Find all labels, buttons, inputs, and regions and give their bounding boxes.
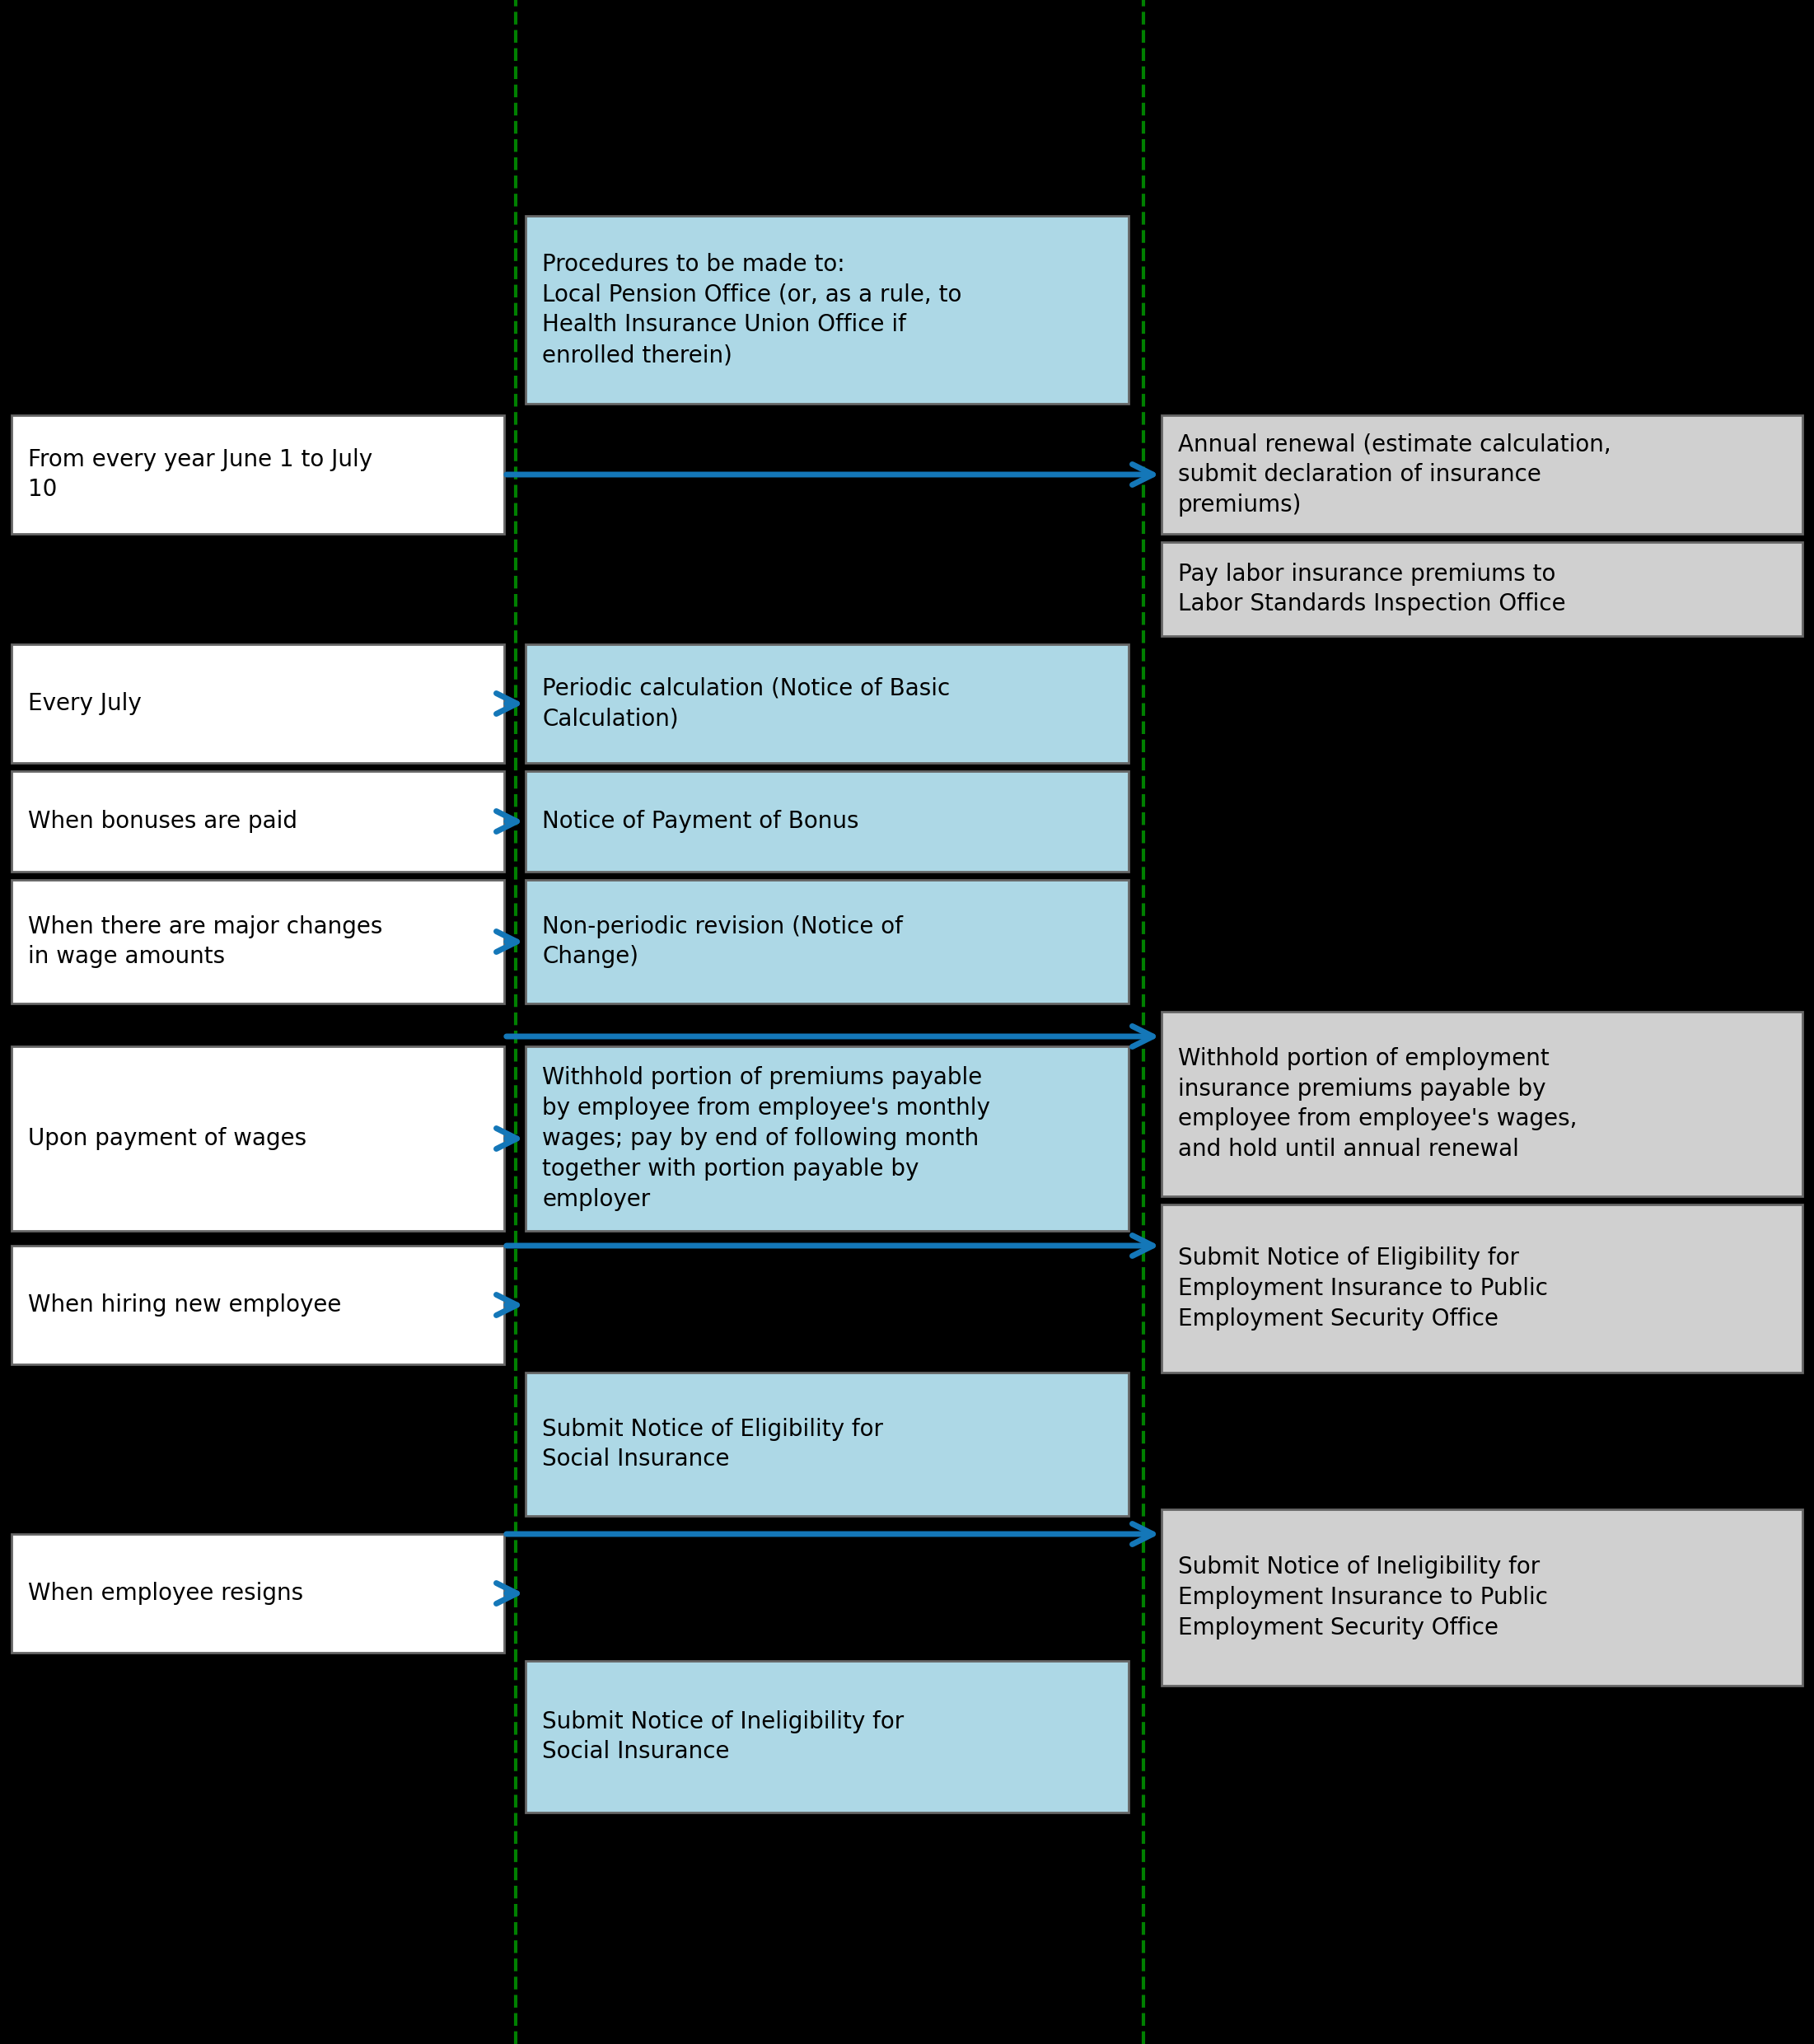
Bar <box>11 879 504 1004</box>
Bar <box>11 1535 504 1654</box>
Text: When employee resigns: When employee resigns <box>27 1582 303 1605</box>
Text: Withhold portion of employment
insurance premiums payable by
employee from emplo: Withhold portion of employment insurance… <box>1177 1047 1576 1161</box>
Bar <box>526 217 1128 405</box>
Text: Periodic calculation (Notice of Basic
Calculation): Periodic calculation (Notice of Basic Ca… <box>542 677 951 730</box>
Bar <box>1161 1204 1803 1374</box>
Bar <box>526 1047 1128 1230</box>
Text: Every July: Every July <box>27 693 141 715</box>
Text: Submit Notice of Eligibility for
Social Insurance: Submit Notice of Eligibility for Social … <box>542 1419 883 1472</box>
Bar <box>11 1245 504 1363</box>
Bar <box>11 644 504 762</box>
Bar <box>526 1662 1128 1813</box>
Bar <box>1161 1012 1803 1196</box>
Text: Submit Notice of Ineligibility for
Social Insurance: Submit Notice of Ineligibility for Socia… <box>542 1711 903 1764</box>
Text: When hiring new employee: When hiring new employee <box>27 1294 341 1316</box>
Text: Submit Notice of Ineligibility for
Employment Insurance to Public
Employment Sec: Submit Notice of Ineligibility for Emplo… <box>1177 1555 1547 1639</box>
Text: Notice of Payment of Bonus: Notice of Payment of Bonus <box>542 809 858 832</box>
Bar <box>11 771 504 871</box>
Bar <box>526 879 1128 1004</box>
Text: When there are major changes
in wage amounts: When there are major changes in wage amo… <box>27 916 383 969</box>
Text: From every year June 1 to July
10: From every year June 1 to July 10 <box>27 448 372 501</box>
Text: Procedures to be made to:
Local Pension Office (or, as a rule, to
Health Insuran: Procedures to be made to: Local Pension … <box>542 253 961 366</box>
Text: Non-periodic revision (Notice of
Change): Non-periodic revision (Notice of Change) <box>542 916 903 969</box>
Text: Upon payment of wages: Upon payment of wages <box>27 1126 307 1151</box>
Bar <box>526 1374 1128 1517</box>
Bar <box>11 1047 504 1230</box>
Text: When bonuses are paid: When bonuses are paid <box>27 809 297 832</box>
Bar <box>1161 415 1803 533</box>
Bar <box>1161 1508 1803 1686</box>
Bar <box>526 644 1128 762</box>
Bar <box>11 415 504 533</box>
Text: Submit Notice of Eligibility for
Employment Insurance to Public
Employment Secur: Submit Notice of Eligibility for Employm… <box>1177 1247 1547 1331</box>
Text: Pay labor insurance premiums to
Labor Standards Inspection Office: Pay labor insurance premiums to Labor St… <box>1177 562 1565 615</box>
Bar <box>526 771 1128 871</box>
Text: Annual renewal (estimate calculation,
submit declaration of insurance
premiums): Annual renewal (estimate calculation, su… <box>1177 433 1611 517</box>
Bar <box>1161 542 1803 636</box>
Text: Withhold portion of premiums payable
by employee from employee's monthly
wages; : Withhold portion of premiums payable by … <box>542 1067 990 1210</box>
